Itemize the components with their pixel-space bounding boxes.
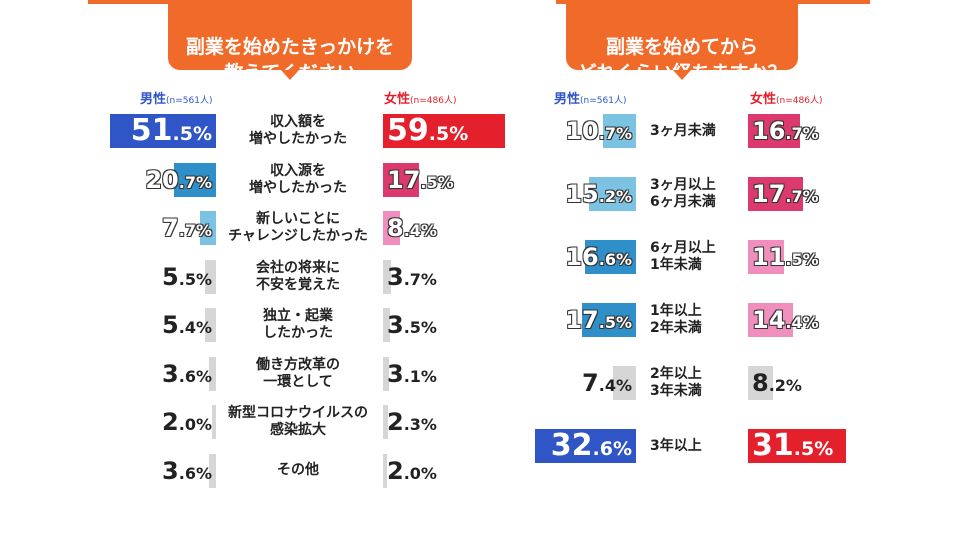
chart2-category-2: 3ヶ月以上 6ヶ月未満: [650, 177, 716, 210]
chart1-legend-male: 男性(n=561人): [140, 88, 212, 107]
chart1-male-bar-8: [208, 453, 216, 488]
chart1-male-value-5: 5.4%: [162, 311, 212, 339]
chart2-male-value-3: 16.6%: [565, 243, 632, 271]
chart1-female-bar-3: [383, 211, 401, 245]
chart2-female-bar-2: [748, 177, 803, 211]
chart2-legend-female-n: (n=486人): [776, 96, 823, 106]
chart2-category-6: 3年以上: [650, 437, 702, 454]
chart1-category-1: 収入額を 増やしたかった: [249, 114, 347, 147]
chart1-female-bar-7: [383, 405, 388, 439]
chart2-category-1: 3ヶ月未満: [650, 122, 716, 139]
chart2-category-4: 1年以上 2年未満: [650, 303, 702, 336]
chart2-male-value-5: 7.4%: [582, 369, 632, 397]
chart1-male-bar-4: [204, 259, 216, 294]
chart2-female-value-5: 8.2%: [752, 369, 802, 397]
chart1-legend-female-n: (n=486人): [410, 96, 457, 106]
chart1-title-pointer: [281, 70, 299, 80]
chart1-male-value-3: 7.7%: [162, 214, 212, 242]
chart1-category-6: 働き方改革の 一環として: [256, 356, 340, 390]
chart1-female-bar-8: [383, 453, 388, 488]
chart1-category-3: 新しいことに チャレンジしたかった: [228, 211, 368, 244]
chart1-female-value-8: 2.0%: [387, 456, 437, 485]
chart2-legend-female: 女性(n=486人): [750, 88, 822, 107]
chart1-female-value-6: 3.1%: [387, 359, 437, 388]
chart1-female-bar-4: [383, 259, 391, 294]
chart2-male-bar-3: [584, 240, 636, 274]
chart1-male-value-7: 2.0%: [162, 408, 212, 436]
chart2-male-value-1: 10.7%: [565, 117, 632, 145]
chart1-legend-male-n: (n=561人): [166, 96, 213, 106]
chart1-female-value-5: 3.5%: [387, 311, 437, 339]
chart1-female-bar-5: [383, 308, 391, 342]
chart1-male-bar-3: [200, 211, 216, 245]
chart1-female-value-2: 17.5%: [387, 165, 454, 194]
chart1-legend-female-name: 女性: [384, 92, 411, 107]
chart1-male-value-6: 3.6%: [162, 359, 212, 388]
chart2-female-bar-5: [748, 366, 774, 400]
chart2-female-bar-1: [748, 114, 800, 148]
chart2-female-bar-3: [748, 240, 784, 274]
chart2-title-pointer: [673, 70, 691, 80]
chart1-female-value-1: 59.5%: [387, 113, 469, 148]
chart1-female-value-3: 8.4%: [387, 214, 437, 242]
chart2-male-value-4: 17.5%: [565, 306, 632, 334]
chart1-male-value-8: 3.6%: [162, 456, 212, 485]
chart2-category-3: 6ヶ月以上 1年未満: [650, 240, 716, 273]
chart2-legend-female-name: 女性: [750, 92, 777, 107]
chart2-legend-male-n: (n=561人): [580, 96, 627, 106]
chart1-category-4: 会社の将来に 不安を覚えた: [256, 259, 340, 293]
chart1-category-2: 収入源を 増やしたかった: [249, 162, 347, 196]
chart1-title: 副業を始めたきっかけを 教えてください: [168, 0, 412, 84]
chart1-male-value-1: 51.5%: [130, 113, 212, 148]
chart2-female-value-1: 16.7%: [752, 117, 819, 145]
chart2-male-value-6: 32.6%: [550, 428, 632, 463]
chart2-title: 副業を始めてから どれくらい経ちますか？: [566, 0, 798, 84]
chart1-male-bar-1: [110, 114, 216, 148]
chart2-male-bar-4: [581, 303, 636, 337]
chart1-female-bar-1: [383, 114, 505, 148]
chart2-category-5: 2年以上 3年未満: [650, 366, 702, 399]
chart1-female-value-4: 3.7%: [387, 262, 437, 291]
chart2-male-bar-6: [534, 429, 636, 463]
chart2-female-value-6: 31.5%: [752, 428, 834, 463]
chart1-female-value-7: 2.3%: [387, 408, 437, 436]
chart1-male-bar-6: [208, 356, 216, 391]
chart1-female-bar-2: [383, 162, 419, 197]
chart1-legend-female: 女性(n=486人): [384, 88, 456, 107]
chart2-male-value-2: 15.2%: [565, 180, 632, 208]
chart1-male-value-4: 5.5%: [162, 262, 212, 291]
chart1-category-8: その他: [277, 462, 319, 478]
chart2-female-value-2: 17.7%: [752, 180, 819, 208]
chart1-category-5: 独立・起業 したかった: [263, 308, 333, 341]
chart2-male-bar-2: [588, 177, 636, 211]
chart2-female-bar-6: [748, 429, 846, 463]
chart2-female-bar-4: [748, 303, 793, 337]
chart1-legend-male-name: 男性: [140, 92, 167, 107]
chart2-male-bar-1: [602, 114, 636, 148]
chart2-female-value-4: 14.4%: [752, 306, 819, 334]
chart2-legend-male-name: 男性: [554, 92, 581, 107]
chart2-female-value-3: 11.5%: [752, 243, 819, 271]
chart1-male-value-2: 20.7%: [145, 165, 212, 194]
chart1-male-bar-7: [211, 405, 216, 439]
chart1-male-bar-2: [173, 162, 216, 197]
chart1-male-bar-5: [204, 308, 216, 342]
chart1-category-7: 新型コロナウイルスの 感染拡大: [228, 405, 368, 438]
chart2-male-bar-5: [613, 366, 636, 400]
chart1-female-bar-6: [383, 356, 390, 391]
chart2-legend-male: 男性(n=561人): [554, 88, 626, 107]
